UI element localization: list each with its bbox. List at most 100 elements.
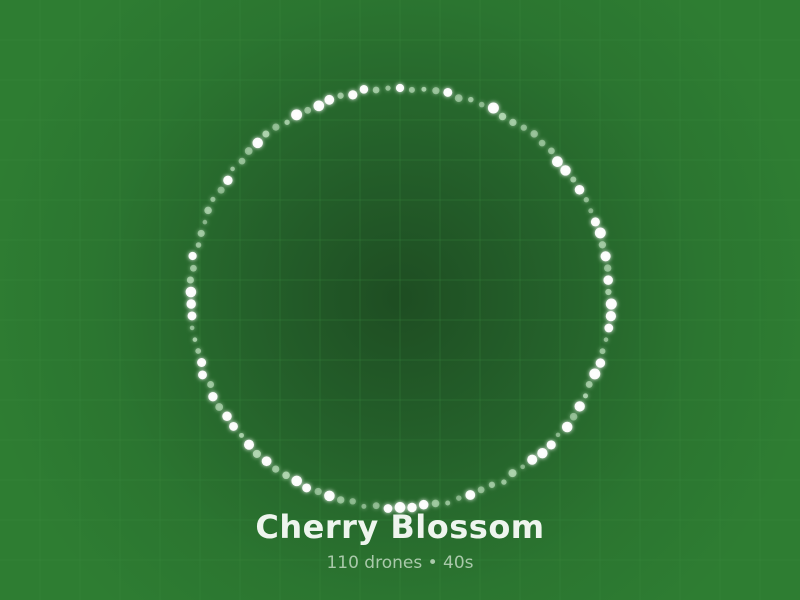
drone-light — [291, 109, 303, 121]
drone-light — [509, 118, 517, 127]
drone-ring — [185, 83, 617, 513]
drone-light — [561, 421, 573, 433]
drone-light — [284, 119, 290, 125]
drone-light — [207, 381, 215, 388]
drone-light — [229, 421, 238, 431]
drone-light — [313, 100, 325, 112]
drone-light — [594, 227, 606, 239]
drone-light — [408, 86, 415, 93]
drone-light — [488, 481, 496, 488]
drone-light — [291, 475, 302, 487]
drone-light — [555, 432, 561, 438]
drone-light — [604, 323, 614, 333]
drone-light — [477, 486, 485, 494]
drone-light — [230, 166, 235, 172]
drone-light — [302, 483, 312, 493]
drone-light — [324, 94, 335, 105]
drone-light — [569, 412, 578, 421]
drone-light — [372, 502, 380, 510]
drone-light — [239, 432, 244, 438]
drone-light — [520, 124, 527, 131]
drone-light — [599, 348, 606, 355]
drone-light — [605, 288, 612, 296]
drone-light — [583, 393, 588, 399]
drone-light — [508, 469, 517, 478]
drone-light — [314, 487, 322, 496]
drone-light — [487, 102, 499, 114]
drone-light — [197, 358, 207, 367]
drone-light — [445, 500, 451, 506]
drone-light — [252, 137, 263, 149]
drone-light — [598, 241, 607, 249]
drone-light — [604, 264, 612, 272]
drone-light — [552, 156, 563, 167]
drone-light — [574, 185, 585, 195]
drone-light — [189, 325, 195, 331]
drone-light — [530, 130, 538, 138]
drone-light — [243, 439, 255, 450]
drone-light — [188, 251, 197, 261]
drone-light — [208, 392, 218, 402]
drone-light — [238, 157, 246, 165]
drone-light — [395, 83, 405, 93]
drone-light — [217, 186, 225, 194]
drone-light — [407, 502, 417, 513]
drone-light — [372, 86, 380, 94]
drone-light — [261, 456, 272, 467]
drone-light — [418, 499, 429, 510]
drone-light — [359, 85, 369, 94]
drone-light — [537, 448, 548, 459]
drone-light — [186, 276, 194, 284]
drone-light — [272, 465, 280, 473]
drone-light — [585, 380, 593, 388]
drone-light — [456, 495, 462, 501]
drone-light — [337, 496, 345, 504]
drone-light — [348, 90, 358, 100]
drone-light — [222, 411, 232, 422]
drone-light — [304, 106, 312, 114]
drone-light — [252, 449, 261, 458]
drone-light — [383, 504, 393, 513]
drone-light — [202, 219, 208, 225]
drone-light — [595, 358, 606, 368]
drone-light — [432, 87, 440, 95]
drone-light — [574, 401, 585, 412]
drone-light — [282, 471, 290, 480]
show-subtitle: 110 drones • 40s — [326, 553, 474, 573]
drone-light — [198, 370, 207, 380]
drone-light — [272, 123, 280, 131]
drone-light — [501, 479, 507, 485]
drone-light — [421, 86, 427, 92]
drone-light — [583, 197, 589, 203]
drone-light — [186, 299, 196, 309]
drone-light — [465, 490, 476, 500]
drone-light — [588, 208, 594, 214]
drone-light — [520, 464, 526, 470]
drone-light — [324, 490, 335, 502]
drone-light — [478, 101, 485, 108]
drone-light — [197, 229, 205, 237]
drone-light — [195, 242, 202, 248]
drone-light — [605, 310, 617, 322]
drone-light — [187, 311, 197, 321]
drone-light — [498, 112, 507, 121]
drone-light — [190, 264, 197, 272]
drone-light — [244, 147, 253, 155]
drone-light — [210, 196, 216, 202]
drone-light — [603, 337, 609, 342]
drone-light — [262, 130, 270, 138]
drone-light — [394, 502, 406, 513]
drone-light — [468, 96, 474, 103]
drone-light — [548, 147, 555, 155]
drone-light — [195, 348, 202, 354]
drone-light — [527, 454, 538, 465]
drone-light — [546, 440, 556, 450]
drone-light — [589, 368, 601, 380]
drone-light — [215, 403, 224, 411]
drone-light — [192, 337, 198, 342]
drone-light — [443, 87, 453, 97]
drone-light — [603, 275, 613, 285]
